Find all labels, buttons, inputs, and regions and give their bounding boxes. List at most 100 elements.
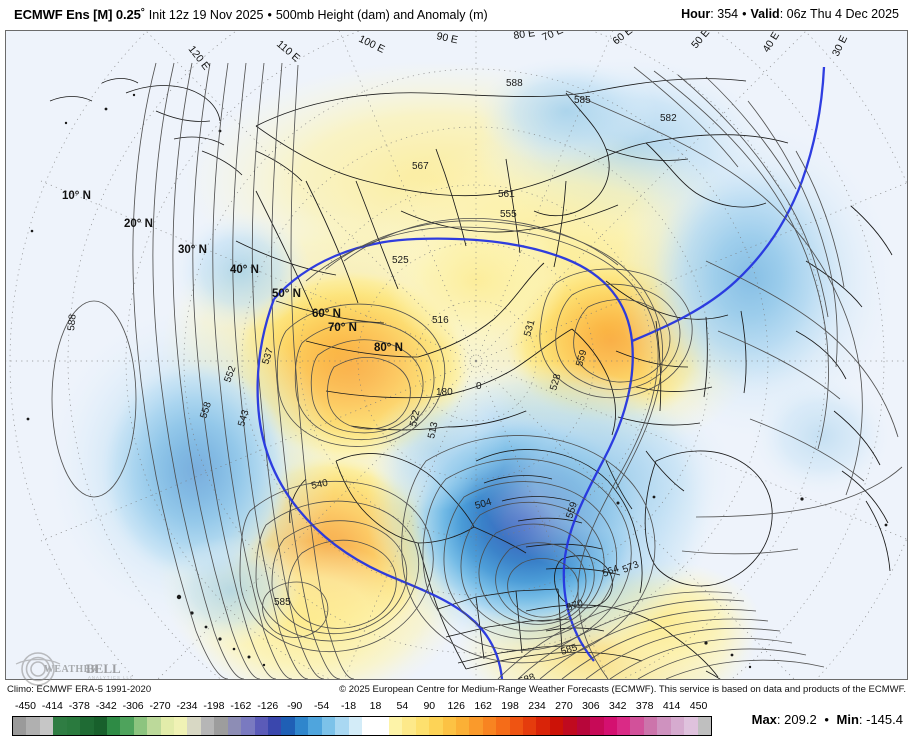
contour-label-585-west: 585	[274, 597, 291, 608]
colorbar-tick-label: 414	[662, 700, 681, 712]
stats-bullet: •	[824, 712, 829, 727]
colorbar-swatch	[321, 717, 336, 735]
contour-label-585-east: 585	[560, 642, 580, 658]
colorbar-swatch	[549, 717, 564, 735]
colorbar-swatch	[523, 717, 537, 735]
max-min-readout: Max: 209.2 • Min: -145.4	[751, 712, 903, 727]
max-label: Max	[751, 712, 777, 727]
contour-label-558: 558	[198, 400, 214, 420]
colorbar-swatch	[684, 717, 698, 735]
colorbar-swatch	[375, 717, 389, 735]
colorbar-swatch	[469, 717, 483, 735]
colorbar-tick-label: 18	[369, 700, 382, 712]
colorbar-tick-label: -234	[176, 700, 198, 712]
contour-label-582: 582	[660, 113, 677, 124]
colorbar-tick-label: 378	[635, 700, 654, 712]
colorbar-swatch	[415, 717, 430, 735]
colorbar-swatch	[670, 717, 685, 735]
colorbar-swatch	[455, 717, 470, 735]
colorbar-swatch	[442, 717, 456, 735]
lat-label-10N: 10° N	[62, 190, 91, 202]
colorbar-swatch	[106, 717, 121, 735]
colorbar-swatch	[563, 717, 577, 735]
contour-label-0: 0	[476, 381, 482, 392]
colorbar-tick-label: 450	[689, 700, 708, 712]
colorbar-swatch	[616, 717, 631, 735]
lat-label-70N: 70° N	[328, 322, 357, 334]
colorbar-tick-label: -198	[203, 700, 225, 712]
colorbar-swatch	[361, 717, 376, 735]
contour-label-180: 180	[436, 387, 453, 398]
colorbar-tick-label: -450	[14, 700, 36, 712]
contour-label-513: 513	[426, 421, 440, 440]
lat-label-80N: 80° N	[374, 342, 403, 354]
valid-value: 06z Thu 4 Dec 2025	[786, 7, 899, 21]
colorbar-swatch	[697, 717, 711, 735]
contour-label-588c: 588	[517, 672, 537, 679]
climo-credit: Climo: ECMWF ERA-5 1991-2020	[7, 684, 152, 695]
map-canvas[interactable]: 588 552 558 543 537 540 585 522 513 567 …	[5, 30, 908, 680]
colorbar-tick-label: 306	[582, 700, 600, 712]
colorbar-tick-label: 54	[396, 700, 409, 712]
lat-label-40N: 40° N	[230, 264, 259, 276]
colorbar-tick-label: 162	[474, 700, 492, 712]
contour-546-highlight	[273, 237, 634, 662]
svg-text:WEATHER: WEATHER	[44, 664, 99, 675]
header-bullet-2: •	[742, 7, 747, 21]
colorbar-container: -450 -414 -378 -342 -306 -270 -234 -198 -162 -126…	[12, 700, 712, 736]
colorbar-swatch	[268, 717, 282, 735]
colorbar-swatch	[643, 717, 658, 735]
contour-label-528: 528	[548, 372, 563, 391]
colorbar-swatch	[13, 717, 27, 735]
colorbar-tick-label: -270	[149, 700, 171, 712]
lon-label-80E: 80 E	[513, 31, 536, 42]
header-right-group: Hour: 354 • Valid: 06z Thu 4 Dec 2025	[681, 7, 899, 21]
island-speckles	[26, 93, 888, 669]
colorbar-swatch	[120, 717, 134, 735]
contour-label-540: 540	[310, 478, 329, 492]
colorbar-swatch	[227, 717, 242, 735]
svg-text:BELL: BELL	[86, 661, 121, 676]
header-bar: ECMWF Ens [M] 0.25 ° Init 12z 19 Nov 2025…	[0, 0, 913, 28]
colorbar-swatch	[66, 717, 81, 735]
colorbar-tick-label: 234	[528, 700, 546, 712]
colorbar-swatch	[509, 717, 524, 735]
contour-label-555: 555	[500, 209, 517, 220]
colorbar-swatch	[630, 717, 644, 735]
colorbar-swatch	[39, 717, 54, 735]
colorbar-swatch	[200, 717, 215, 735]
colorbar-swatch	[93, 717, 107, 735]
colorbar-gradient	[12, 716, 712, 736]
colorbar-tick-label: -378	[68, 700, 90, 712]
init-time: Init 12z 19 Nov 2025	[148, 7, 264, 22]
colorbar-swatch	[281, 717, 295, 735]
colorbar-swatch	[26, 717, 40, 735]
colorbar-ticks: -450 -414 -378 -342 -306 -270 -234 -198 -162 -126…	[12, 700, 712, 715]
height-contour-layer	[51, 62, 903, 679]
colorbar-swatch	[254, 717, 269, 735]
contour-label-559-canada: 559	[564, 500, 580, 520]
contour-label-504: 504	[474, 497, 493, 512]
colorbar-tick-label: 90	[423, 700, 436, 712]
contour-label-522: 522	[408, 409, 422, 428]
contour-label-588b: 588	[506, 78, 523, 89]
colorbar-swatch	[53, 717, 67, 735]
graticule-layer	[6, 31, 907, 679]
colorbar-swatch	[657, 717, 671, 735]
contour-label-537: 537	[260, 346, 276, 366]
colorbar-swatch	[603, 717, 617, 735]
colorbar-swatch	[496, 717, 510, 735]
header-left-group: ECMWF Ens [M] 0.25 ° Init 12z 19 Nov 2025…	[14, 7, 488, 22]
ecmwf-copyright: © 2025 European Centre for Medium-Range …	[339, 684, 906, 695]
contour-label-567: 567	[412, 161, 429, 172]
contour-label-525: 525	[392, 255, 409, 266]
colorbar-swatch	[241, 717, 255, 735]
colorbar-tick-label: -414	[41, 700, 63, 712]
colorbar-swatch	[348, 717, 362, 735]
colorbar-tick-label: -126	[257, 700, 279, 712]
colorbar-swatch	[482, 717, 497, 735]
colorbar-tick-label: -342	[95, 700, 117, 712]
colorbar-swatch	[147, 717, 161, 735]
colorbar-swatch	[80, 717, 94, 735]
colorbar-tick-label: 270	[555, 700, 573, 712]
